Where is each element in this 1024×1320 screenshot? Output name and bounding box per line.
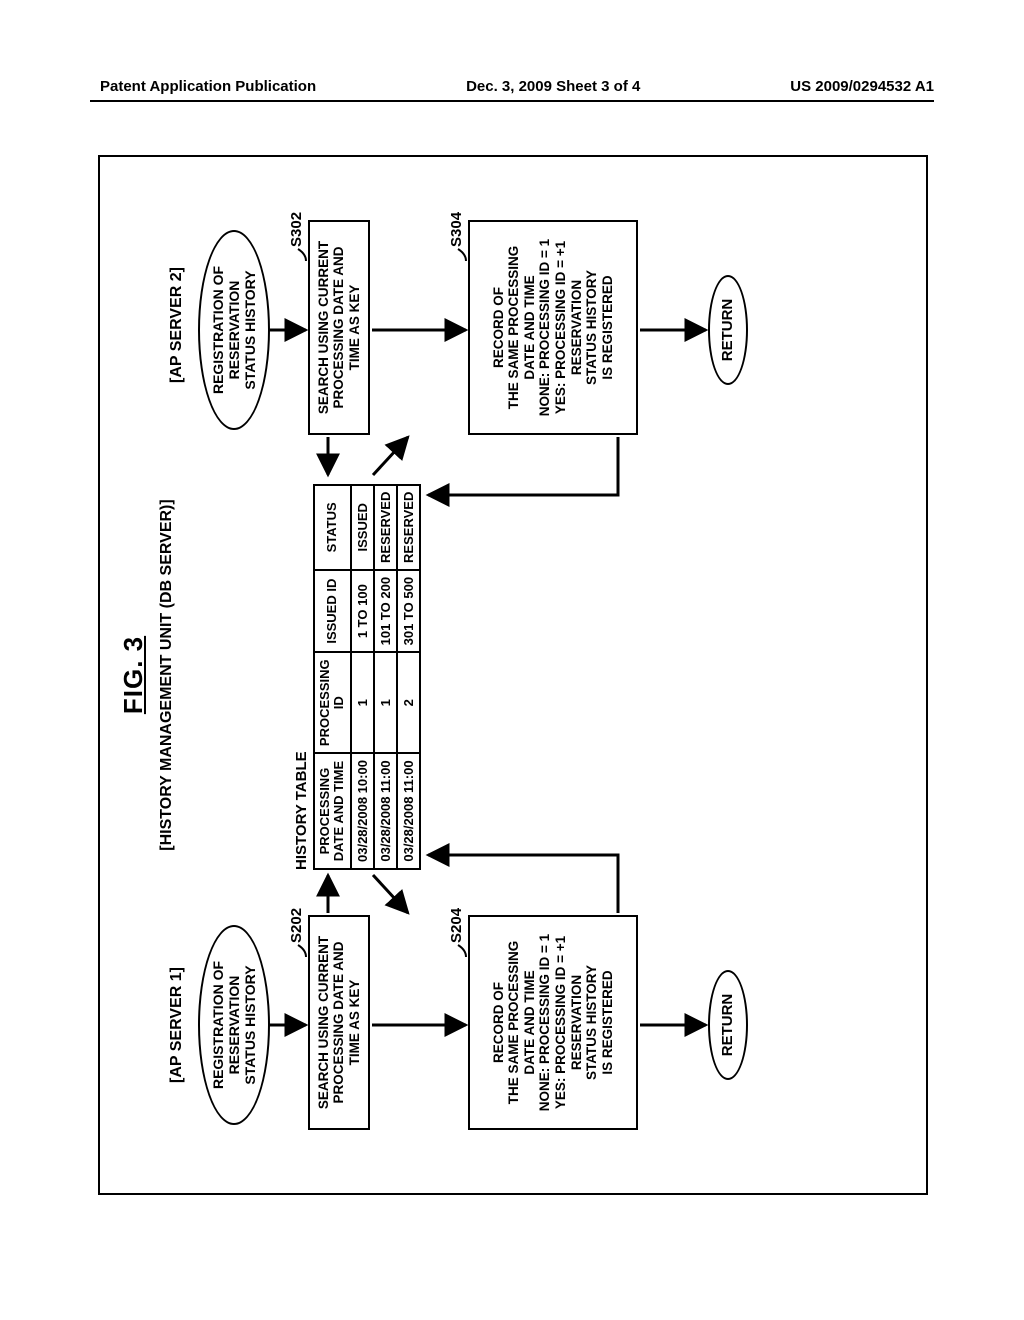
col-datetime: PROCESSING DATE AND TIME bbox=[314, 753, 351, 869]
left-step1-label: S202 bbox=[288, 908, 305, 943]
header-right: US 2009/0294532 A1 bbox=[790, 78, 934, 95]
left-start-text: REGISTRATION OF RESERVATION STATUS HISTO… bbox=[210, 961, 258, 1089]
table-row: 03/28/2008 11:00 1 101 TO 200 RESERVED bbox=[374, 485, 397, 869]
left-return-oval: RETURN bbox=[708, 970, 748, 1080]
right-step2-label: S304 bbox=[448, 212, 465, 247]
page: Patent Application Publication Dec. 3, 2… bbox=[0, 0, 1024, 1320]
diagram-stage: FIG. 3 [AP SERVER 1] [HISTORY MANAGEMENT… bbox=[118, 175, 908, 1175]
right-return-oval: RETURN bbox=[708, 275, 748, 385]
col-issuedid: ISSUED ID bbox=[314, 570, 351, 652]
right-start-text: REGISTRATION OF RESERVATION STATUS HISTO… bbox=[210, 266, 258, 394]
right-step1-box: SEARCH USING CURRENT PROCESSING DATE AND… bbox=[308, 220, 370, 435]
left-step2-text: RECORD OF THE SAME PROCESSING DATE AND T… bbox=[491, 934, 615, 1111]
right-start-oval: REGISTRATION OF RESERVATION STATUS HISTO… bbox=[198, 230, 270, 430]
figure-label: FIG. 3 bbox=[118, 175, 149, 1175]
page-header: Patent Application Publication Dec. 3, 2… bbox=[0, 78, 1024, 95]
header-mid: Dec. 3, 2009 Sheet 3 of 4 bbox=[466, 78, 640, 95]
left-step2-label: S204 bbox=[448, 908, 465, 943]
left-server-heading: [AP SERVER 1] bbox=[168, 915, 186, 1135]
history-table: PROCESSING DATE AND TIME PROCESSING ID I… bbox=[313, 484, 421, 870]
col-procid: PROCESSING ID bbox=[314, 652, 351, 753]
center-heading: [HISTORY MANAGEMENT UNIT (DB SERVER)] bbox=[158, 475, 176, 875]
left-step1-text: SEARCH USING CURRENT PROCESSING DATE AND… bbox=[316, 936, 363, 1109]
right-step2-text: RECORD OF THE SAME PROCESSING DATE AND T… bbox=[491, 239, 615, 416]
left-step2-box: RECORD OF THE SAME PROCESSING DATE AND T… bbox=[468, 915, 638, 1130]
table-row: 03/28/2008 10:00 1 1 TO 100 ISSUED bbox=[351, 485, 374, 869]
header-left: Patent Application Publication bbox=[100, 78, 316, 95]
left-return-text: RETURN bbox=[719, 994, 736, 1057]
history-table-caption: HISTORY TABLE bbox=[293, 751, 310, 870]
table-row: 03/28/2008 11:00 2 301 TO 500 RESERVED bbox=[397, 485, 420, 869]
right-return-text: RETURN bbox=[719, 299, 736, 362]
right-step2-box: RECORD OF THE SAME PROCESSING DATE AND T… bbox=[468, 220, 638, 435]
left-step1-box: SEARCH USING CURRENT PROCESSING DATE AND… bbox=[308, 915, 370, 1130]
right-server-heading: [AP SERVER 2] bbox=[168, 215, 186, 435]
diagram-rotator: FIG. 3 [AP SERVER 1] [HISTORY MANAGEMENT… bbox=[118, 175, 908, 1175]
col-status: STATUS bbox=[314, 485, 351, 570]
right-step1-text: SEARCH USING CURRENT PROCESSING DATE AND… bbox=[316, 241, 363, 414]
right-step1-label: S302 bbox=[288, 212, 305, 247]
header-rule bbox=[90, 100, 934, 102]
left-start-oval: REGISTRATION OF RESERVATION STATUS HISTO… bbox=[198, 925, 270, 1125]
figure-frame: FIG. 3 [AP SERVER 1] [HISTORY MANAGEMENT… bbox=[98, 155, 928, 1195]
